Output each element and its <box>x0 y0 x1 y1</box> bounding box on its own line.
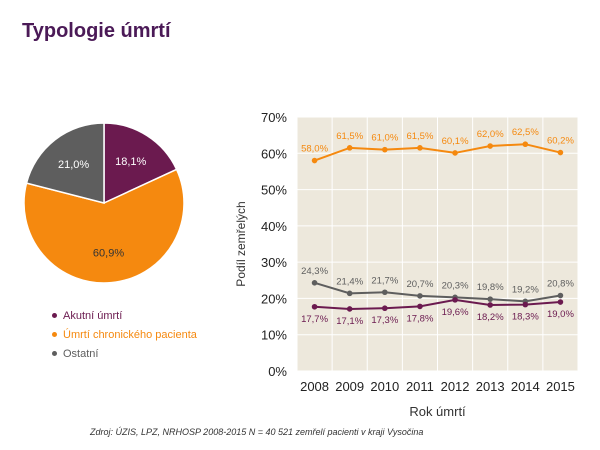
data-label: 62,0% <box>477 129 504 140</box>
data-point <box>452 150 458 156</box>
data-point <box>557 149 564 156</box>
data-point <box>382 305 388 312</box>
data-point <box>346 306 353 312</box>
data-label: 17,1% <box>336 316 363 327</box>
legend-item: Úmrtí chronického pacienta <box>52 325 197 344</box>
pie-slice-label: 21,0% <box>58 159 89 171</box>
data-label: 24,3% <box>301 266 328 277</box>
data-label: 19,8% <box>477 282 504 293</box>
pie-legend: Akutní úmrtí Úmrtí chronického pacienta Os… <box>52 306 197 363</box>
data-label: 62,5% <box>512 127 539 138</box>
data-point <box>417 145 423 151</box>
y-tick-label: 0% <box>268 364 287 379</box>
data-point <box>346 145 353 151</box>
series-line <box>314 143 561 162</box>
y-axis-label: Podíl zemřelých <box>234 201 248 286</box>
data-point <box>382 289 388 296</box>
pie-slice-label: 60,9% <box>93 247 124 259</box>
series-line <box>314 298 561 310</box>
data-label: 61,0% <box>371 133 398 144</box>
data-point <box>522 301 529 308</box>
x-tick-label: 2012 <box>441 379 470 394</box>
data-point <box>487 296 493 302</box>
x-axis-label: Rok úmrtí <box>409 404 466 419</box>
data-point <box>487 302 493 308</box>
source-footnote: Zdroj: ÚZIS, LPZ, NRHOSP 2008-2015 N = 4… <box>90 427 424 437</box>
y-tick-label: 60% <box>261 146 287 161</box>
data-label: 20,3% <box>442 280 469 291</box>
data-label: 61,5% <box>406 131 433 142</box>
legend-item: Ostatní <box>52 344 197 363</box>
y-tick-label: 40% <box>261 219 287 234</box>
y-tick-label: 20% <box>261 291 287 306</box>
legend-swatch <box>52 351 57 356</box>
y-tick-label: 30% <box>261 255 287 270</box>
data-label: 19,0% <box>547 309 574 320</box>
data-label: 17,7% <box>301 314 328 325</box>
data-label: 19,6% <box>442 307 469 318</box>
data-label: 21,4% <box>336 276 363 287</box>
data-label: 58,0% <box>301 144 328 155</box>
legend-swatch <box>52 313 57 318</box>
y-tick-label: 50% <box>261 183 287 198</box>
data-label: 61,5% <box>336 131 363 142</box>
legend-item: Akutní úmrtí <box>52 306 197 325</box>
pie-slice-umrti-chronickeho-pacienta <box>23 168 185 284</box>
y-tick-label: 70% <box>261 110 287 125</box>
page-title: Typologie úmrtí <box>22 20 171 42</box>
x-tick-label: 2011 <box>406 379 434 394</box>
x-tick-label: 2008 <box>300 379 329 394</box>
data-point <box>487 143 493 149</box>
data-point <box>557 292 564 299</box>
data-point <box>522 141 529 148</box>
legend-label: Ostatní <box>63 347 99 360</box>
x-tick-label: 2015 <box>546 379 575 394</box>
data-point <box>452 297 458 303</box>
x-tick-label: 2010 <box>370 379 399 394</box>
x-tick-label: 2013 <box>476 379 505 394</box>
data-label: 18,2% <box>477 312 504 323</box>
y-tick-label: 10% <box>261 328 287 343</box>
data-point <box>382 146 388 153</box>
series-line <box>314 281 561 303</box>
legend-swatch <box>52 332 57 337</box>
data-label: 20,7% <box>406 279 433 290</box>
data-point <box>311 280 318 286</box>
x-tick-label: 2014 <box>511 379 540 394</box>
data-point <box>417 303 423 310</box>
pie-slice-label: 18,1% <box>115 156 146 168</box>
data-label: 60,2% <box>547 136 574 147</box>
data-label: 17,8% <box>406 313 433 324</box>
data-label: 21,7% <box>371 275 398 286</box>
data-point <box>311 303 318 310</box>
data-label: 18,3% <box>512 312 539 323</box>
data-point <box>557 299 564 305</box>
data-point <box>346 290 353 297</box>
pie-slice-akutni-umrti <box>103 122 178 205</box>
data-point <box>417 293 423 299</box>
legend-label: Úmrtí chronického pacienta <box>63 328 197 341</box>
pie-slice-ostatni <box>25 122 105 204</box>
data-label: 19,2% <box>512 284 539 295</box>
x-tick-label: 2009 <box>335 379 364 394</box>
data-point <box>311 157 318 164</box>
legend-label: Akutní úmrtí <box>63 309 123 322</box>
data-label: 60,1% <box>442 136 469 147</box>
data-label: 20,8% <box>547 279 574 290</box>
data-label: 17,3% <box>371 315 398 326</box>
